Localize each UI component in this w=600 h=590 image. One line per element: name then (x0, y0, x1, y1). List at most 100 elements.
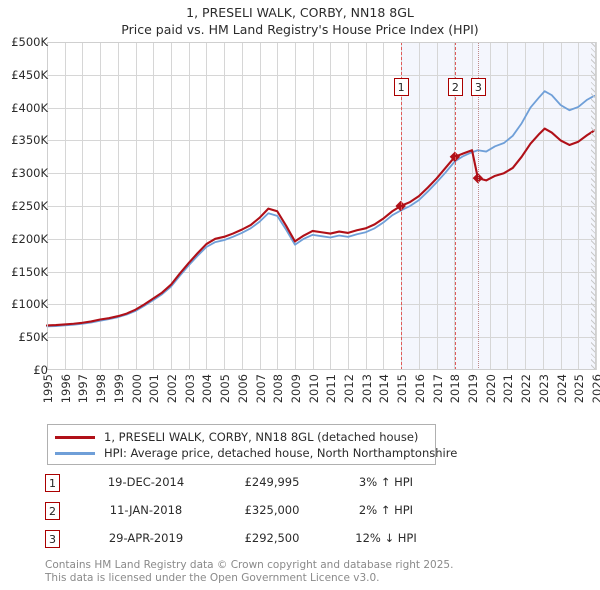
x-axis-tick-label: 2013 (359, 374, 374, 404)
gridline-vertical (365, 42, 367, 370)
x-axis-tick-label: 2009 (288, 374, 303, 404)
gridline-vertical (489, 42, 491, 370)
txn-badge: 3 (45, 530, 60, 548)
gridline-vertical (294, 42, 296, 370)
x-axis-tick-label: 2007 (253, 374, 268, 404)
footer-attribution: Contains HM Land Registry data © Crown c… (45, 559, 565, 584)
x-axis-tick-label: 2022 (519, 374, 534, 404)
x-axis-tick-label: 2011 (324, 374, 339, 404)
transactions-table: 1 19-DEC-2014 £249,995 3% ↑ HPI 2 11-JAN… (45, 473, 475, 557)
chart-legend: 1, PRESELI WALK, CORBY, NN18 8GL (detach… (47, 424, 457, 465)
y-axis-tick-label: £300K (11, 166, 48, 181)
gridline-vertical (206, 42, 208, 370)
y-axis-tick-label: £50K (18, 330, 49, 345)
gridline-vertical (578, 42, 580, 370)
gridline-vertical (312, 42, 314, 370)
x-axis-tick-label: 2008 (271, 374, 286, 404)
gridline-vertical (153, 42, 155, 370)
x-axis-tick-label: 1997 (76, 374, 91, 404)
gridline-vertical (542, 42, 544, 370)
x-axis-tick-label: 2002 (164, 374, 179, 404)
x-axis-tick-label: 2010 (306, 374, 321, 404)
gridline-horizontal (47, 107, 596, 109)
gridline-vertical (436, 42, 438, 370)
txn-badge: 2 (45, 502, 60, 520)
txn-hpi-delta: 3% ↑ HPI (358, 475, 414, 489)
gridline-vertical (82, 42, 84, 370)
x-axis-tick-label: 2021 (501, 374, 516, 404)
x-axis-tick-label: 2024 (554, 374, 569, 404)
gridline-vertical (135, 42, 137, 370)
txn-hpi-delta: 12% ↓ HPI (355, 531, 417, 545)
gridline-horizontal (47, 206, 596, 207)
y-axis-tick-label: £400K (11, 100, 48, 115)
legend-swatch-price-paid (55, 435, 95, 439)
x-axis-tick-label: 1996 (58, 374, 73, 404)
event-line-2 (454, 42, 456, 370)
txn-price: £249,995 (244, 475, 300, 489)
x-axis-tick-label: 1998 (94, 374, 109, 404)
y-axis-tick-label: £100K (11, 297, 48, 312)
x-axis-tick-label: 2016 (412, 374, 427, 404)
gridline-vertical (418, 42, 420, 370)
gridline-vertical (383, 42, 385, 370)
event-badge-2[interactable]: 2 (447, 78, 463, 96)
table-row: 2 11-JAN-2018 £325,000 2% ↑ HPI (45, 501, 475, 529)
gridline-vertical (472, 42, 474, 370)
x-axis-tick-label: 2019 (466, 374, 481, 404)
x-axis-tick-label: 2003 (182, 374, 197, 404)
gridline-vertical (348, 42, 350, 370)
gridline-vertical (596, 42, 597, 370)
y-axis-tick-label: £250K (11, 199, 48, 213)
legend-item-hpi: HPI: Average price, detached house, Nort… (55, 445, 457, 461)
txn-price: £292,500 (244, 531, 300, 545)
event-line-3 (477, 42, 479, 370)
txn-hpi-delta: 2% ↑ HPI (358, 503, 414, 517)
txn-date: 19-DEC-2014 (107, 475, 185, 489)
table-row: 1 19-DEC-2014 £249,995 3% ↑ HPI (45, 473, 475, 501)
legend-swatch-hpi (55, 451, 95, 455)
x-axis-tick-label: 2020 (483, 374, 498, 404)
gridline-vertical (224, 42, 226, 370)
gridline-vertical (507, 42, 509, 370)
y-axis-tick-label: £0 (33, 363, 48, 377)
footer-line-1: Contains HM Land Registry data © Crown c… (45, 559, 454, 571)
event-badge-1[interactable]: 1 (393, 78, 409, 96)
gridline-horizontal (47, 173, 596, 175)
y-axis-tick-label: £200K (11, 231, 48, 246)
gridline-horizontal (47, 74, 596, 76)
page-subtitle: Price paid vs. HM Land Registry's House … (121, 22, 479, 37)
x-axis-tick-label: 2005 (218, 374, 233, 404)
legend-label-price-paid: 1, PRESELI WALK, CORBY, NN18 8GL (detach… (104, 430, 419, 444)
event-badge-3[interactable]: 3 (470, 78, 486, 96)
x-axis-tick-label: 2001 (147, 374, 162, 404)
x-axis-tick-label: 2026 (590, 374, 600, 404)
x-axis-tick-label: 2004 (200, 374, 215, 404)
x-axis-tick-label: 2018 (448, 374, 463, 404)
gridline-vertical (117, 42, 119, 370)
x-axis-tick-label: 2017 (430, 374, 445, 404)
x-axis-tick-label: 2006 (235, 374, 250, 404)
legend-item-price-paid: 1, PRESELI WALK, CORBY, NN18 8GL (detach… (55, 429, 428, 445)
gridline-vertical (64, 42, 66, 370)
x-axis-tick-label: 2023 (536, 374, 551, 404)
gridline-horizontal (47, 337, 596, 339)
provisional-hatched-region (590, 42, 596, 370)
gridline-vertical (100, 42, 102, 370)
y-axis-tick-label: £450K (11, 67, 48, 82)
gridline-vertical (241, 42, 243, 370)
gridline-horizontal (47, 304, 596, 306)
event-line-1 (400, 42, 402, 370)
table-row: 3 29-APR-2019 £292,500 12% ↓ HPI (45, 529, 475, 557)
y-axis-tick-label: £350K (11, 133, 48, 148)
gridline-vertical (259, 42, 261, 370)
gridline-horizontal (47, 238, 596, 240)
gridline-vertical (277, 42, 279, 370)
series-lines (47, 42, 596, 370)
gridline-horizontal (47, 271, 596, 273)
x-axis-tick-label: 2012 (342, 374, 357, 404)
x-axis-tick-label: 1995 (41, 374, 55, 404)
gridline-vertical (330, 42, 332, 370)
